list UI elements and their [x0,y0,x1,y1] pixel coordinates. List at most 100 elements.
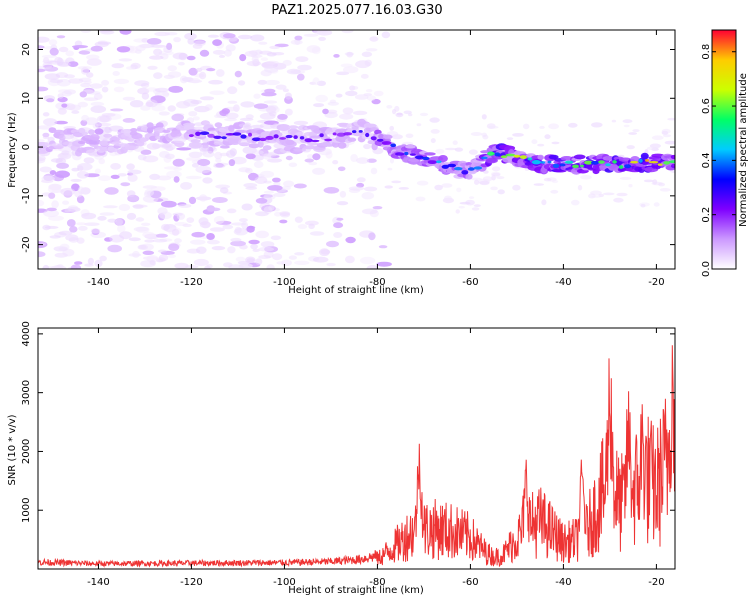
spectrogram-blob [474,179,480,185]
spectrogram-blob [343,132,353,136]
spectrogram-blob [668,160,675,164]
spectrogram-blob [550,189,559,194]
spectrogram-blob [359,256,376,265]
spectrogram-blob [245,114,254,120]
spectrogram-blob [144,239,155,243]
x-tick-label: -40 [555,577,571,588]
spectrogram-blob [146,38,162,45]
spectrogram-blob [132,204,148,208]
spectrogram-blob [319,133,324,138]
spectrogram-blob [172,212,183,216]
spectrogram-blob [135,217,145,222]
spectrogram-blob [409,153,416,156]
spectrogram-blob [255,230,269,239]
spectrogram-blob [47,185,61,194]
spectrogram-blob [196,246,207,254]
spectrogram-blob [315,94,329,103]
spectrogram-blob [404,151,409,156]
spectrogram-blob [389,125,395,131]
y-tick-label: 20 [21,43,32,56]
spectrogram-blob [228,159,236,167]
spectrogram-blob [118,58,133,62]
spectrogram-blob [38,157,46,164]
spectrogram-blob [572,164,579,169]
spectrogram-blob [427,160,438,165]
spectrogram-blob [342,107,354,115]
spectrogram-blob [67,205,79,212]
spectrogram-blob [76,237,85,244]
spectrogram-blob [372,206,383,210]
spectrogram-blob [41,54,57,59]
spectrogram-blob [452,140,458,145]
spectrogram-blob [172,52,188,60]
spectrogram-blob [390,157,394,164]
spectrogram-blob [539,125,545,129]
spectrogram-blob [288,125,299,130]
spectrogram-blob [541,199,547,206]
spectrogram-blob [142,231,155,238]
spectrogram-blob [214,114,221,118]
spectrogram-blob [188,141,203,149]
spectrogram-blob [626,145,635,150]
spectrogram-blob [405,133,414,139]
spectrogram-blob [640,152,649,160]
spectrogram-blob [150,186,166,192]
spectrogram-blob [179,75,188,84]
y-tick-label: 1000 [21,497,32,522]
spectrogram-blob [255,258,263,266]
spectrogram-blob [207,133,215,138]
spectrogram-blob [86,58,102,66]
spectrogram-blob [384,185,394,189]
spectrogram-blob [101,113,116,117]
spectrogram-blob [265,60,279,65]
spectrogram-blob [206,68,216,72]
spectrogram-blob [422,156,430,161]
spectrogram-blob [88,138,101,145]
spectrogram-blob [238,80,246,86]
spectrogram-blob [326,240,339,248]
spectrogram-blob [337,166,346,172]
spectrogram-blob [199,221,211,229]
spectrogram-blob [54,120,68,125]
spectrogram-blob [103,133,113,138]
spectrogram-blob [38,251,46,258]
spectrogram-blob [264,65,279,73]
spectrogram-blob [544,134,551,140]
spectrogram-blob [251,150,264,155]
spectrogram-blob [430,129,440,134]
spectrogram-blob [153,72,163,79]
spectrogram-blob [429,117,440,123]
spectrogram-blob [161,223,170,231]
spectrogram-blob [294,252,305,256]
spectrogram-blob [391,180,402,184]
spectrogram-blob [312,167,326,175]
spectrogram-blob [62,248,75,257]
spectrogram-blob [618,165,624,169]
spectrogram-blob [512,184,521,191]
spectrogram-blob [140,137,147,143]
spectrogram-blob [307,142,319,146]
spectrogram-blob [162,129,171,133]
spectrogram-blob [122,118,136,123]
spectrogram-blob [360,73,369,79]
y-tick-label: -10 [21,188,32,204]
colorbar-tick-label: 0.8 [701,44,712,60]
spectrogram-blob [166,42,173,51]
spectrogram-blob [272,177,281,183]
x-tick-label: -120 [180,577,203,588]
spectrogram-blob [209,90,225,96]
spectrogram-blob [219,145,230,149]
spectrogram-blob [218,54,226,58]
spectrogram-blob [186,55,196,61]
spectrogram-blob [77,101,89,108]
spectrogram-blob [465,173,473,180]
spectrogram-blob [107,218,118,223]
spectrogram-blob [345,90,358,97]
x-tick-label: -140 [87,577,110,588]
spectrogram-blob [352,86,359,90]
spectrogram-blob [68,78,84,84]
spectrogram-blob [341,30,354,34]
spectrogram-blob [46,207,57,212]
spectrogram-blob [345,236,356,244]
spectrogram-blob [387,167,393,171]
